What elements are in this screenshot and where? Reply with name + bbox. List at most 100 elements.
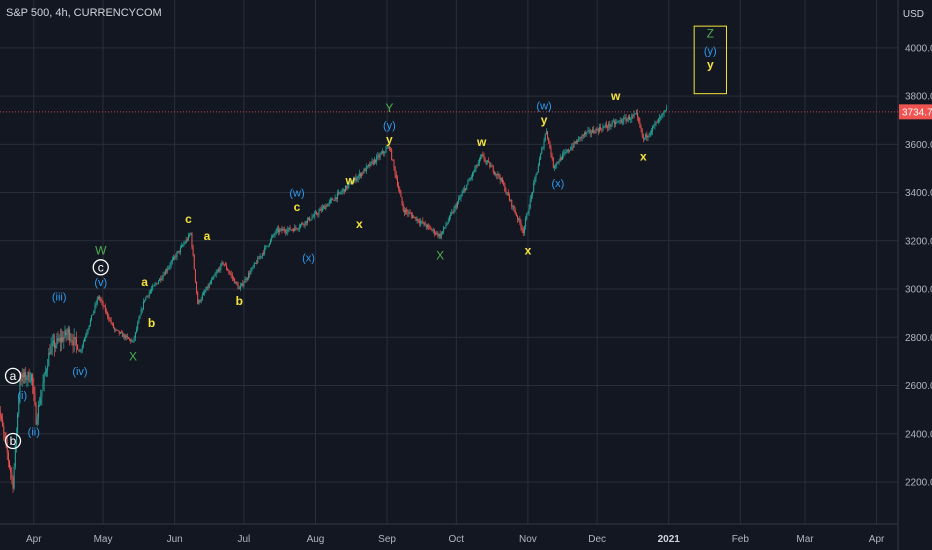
candle-body <box>80 349 82 352</box>
candle-body <box>465 188 467 190</box>
candle-body <box>593 129 595 133</box>
candle-body <box>634 113 636 115</box>
wave-label: w <box>344 174 355 188</box>
candle-body <box>284 231 286 233</box>
candle-body <box>184 242 186 244</box>
candle-body <box>147 295 149 297</box>
candle-body <box>340 192 342 194</box>
candle-body <box>543 140 545 148</box>
candle-body <box>408 212 410 214</box>
candle-body <box>565 152 567 153</box>
candle-body <box>478 158 480 163</box>
candle-body <box>414 216 416 218</box>
candle-body <box>349 181 351 184</box>
candle-body <box>583 132 585 135</box>
candle-body <box>403 210 405 213</box>
candle-body <box>62 337 64 342</box>
candle-body <box>185 239 187 243</box>
candle-body <box>34 393 36 404</box>
candle-body <box>542 147 544 149</box>
candle-body <box>568 150 570 152</box>
candle-body <box>420 221 422 224</box>
candle-body <box>258 257 260 259</box>
candle-body <box>264 247 266 254</box>
candle-body <box>370 161 372 166</box>
candle-body <box>110 319 112 324</box>
y-tick-label: 3400.0 <box>905 188 932 199</box>
candle-body <box>244 279 246 283</box>
candle-body <box>320 208 322 211</box>
x-tick-label: Feb <box>732 534 750 545</box>
candle-body <box>649 132 651 135</box>
candle-body <box>248 273 250 279</box>
candle-body <box>289 227 291 230</box>
candle-body <box>551 155 553 158</box>
candle-body <box>463 188 465 191</box>
candle-body <box>558 161 560 163</box>
candle-body <box>379 154 381 158</box>
x-tick-label: Sep <box>378 534 396 545</box>
candle-body <box>100 298 102 301</box>
candle-body <box>44 371 46 374</box>
candle-body <box>102 301 104 307</box>
candle-body <box>619 120 621 122</box>
candle-body <box>639 121 641 127</box>
candle-body <box>645 134 647 138</box>
candle-body <box>49 352 51 354</box>
candle-body <box>194 269 196 282</box>
candle-body <box>537 165 539 172</box>
candle-body <box>122 332 124 337</box>
candle-body <box>640 126 642 130</box>
candle-body <box>515 213 517 216</box>
candle-body <box>261 253 263 256</box>
candle-body <box>137 323 139 330</box>
candle-body <box>458 199 460 203</box>
candle-body <box>415 216 417 221</box>
candle-body <box>541 148 543 154</box>
x-tick-label: Jun <box>167 534 183 545</box>
candle-body <box>280 228 282 230</box>
candle-body <box>406 209 408 212</box>
candle-body <box>335 197 337 199</box>
candle-body <box>126 335 128 338</box>
candle-body <box>72 341 74 346</box>
wave-label: b <box>148 316 155 330</box>
candle-body <box>601 129 603 131</box>
candle-body <box>127 337 129 339</box>
candle-body <box>317 214 319 216</box>
candle-body <box>309 217 311 221</box>
candle-body <box>304 221 306 226</box>
candle-body <box>218 269 220 272</box>
candle-body <box>492 166 494 173</box>
candle-body <box>566 149 568 153</box>
candle-body <box>47 366 49 371</box>
candle-body <box>228 270 230 273</box>
candle-body <box>230 273 232 276</box>
candle-body <box>358 173 360 177</box>
candle-body <box>266 245 268 247</box>
currency-label[interactable]: USD <box>902 9 924 20</box>
candle-body <box>26 378 28 380</box>
y-tick-label: 2200.0 <box>905 478 932 489</box>
candle-body <box>480 157 482 159</box>
candle-body <box>602 126 604 131</box>
candle-body <box>63 336 65 342</box>
candle-body <box>260 255 262 257</box>
candle-body <box>290 229 292 231</box>
candle-body <box>535 174 537 179</box>
candle-body <box>462 190 464 194</box>
candle-body <box>394 166 396 175</box>
candle-body <box>608 123 610 128</box>
candle-body <box>206 286 208 291</box>
candle-body <box>573 141 575 148</box>
candle-body <box>623 117 625 123</box>
wave-label: (w) <box>289 188 304 200</box>
candle-body <box>134 332 136 339</box>
candle-body <box>183 243 185 246</box>
candle-body <box>473 172 475 173</box>
wave-label: w <box>610 89 621 103</box>
candle-body <box>20 380 22 382</box>
candle-body <box>59 338 61 343</box>
candle-body <box>563 153 565 155</box>
